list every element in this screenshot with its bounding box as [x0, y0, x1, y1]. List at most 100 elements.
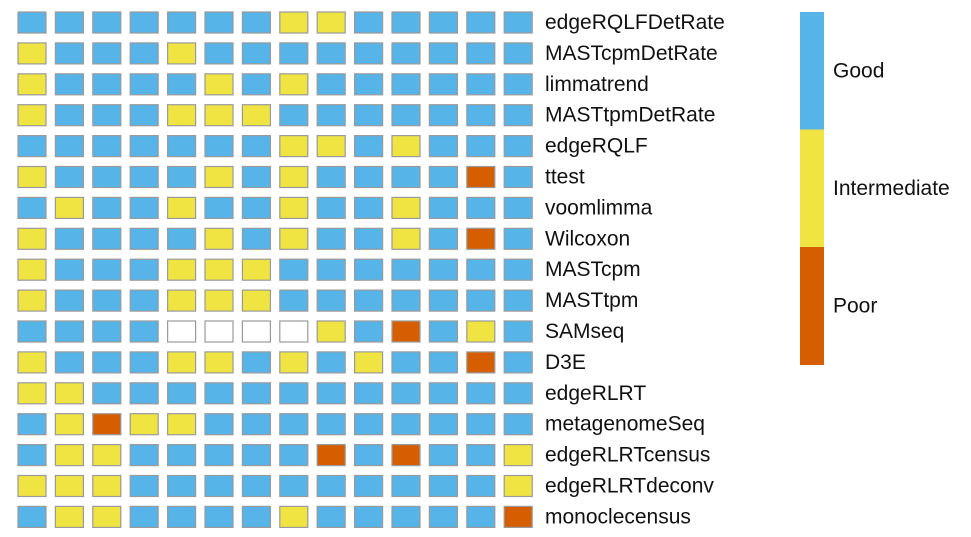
- heatmap-cell: [316, 320, 346, 343]
- heatmap-cell: [129, 413, 159, 436]
- heatmap-cell: [316, 505, 346, 528]
- heatmap-cell: [354, 135, 384, 158]
- heatmap-cell: [279, 320, 309, 343]
- heatmap-cell: [503, 505, 533, 528]
- heatmap-cell: [92, 227, 122, 250]
- heatmap-cell: [167, 351, 197, 374]
- heatmap-cell: [17, 135, 47, 158]
- heatmap-cell: [503, 42, 533, 65]
- heatmap-cell: [92, 165, 122, 189]
- heatmap-cell: [391, 42, 421, 65]
- heatmap-cell: [17, 351, 47, 374]
- heatmap-cell: [54, 413, 85, 436]
- heatmap-cell: [279, 351, 309, 374]
- heatmap-cell: [129, 505, 159, 528]
- heatmap-cell: [354, 320, 384, 343]
- heatmap-cell: [204, 505, 234, 528]
- heatmap-cell: [466, 444, 496, 467]
- row-label: limmatrend: [545, 73, 649, 96]
- heatmap-cell: [129, 351, 159, 374]
- heatmap-cell: [354, 444, 384, 467]
- heatmap-cell: [391, 351, 421, 374]
- heatmap-cell: [204, 351, 234, 374]
- heatmap-cell: [391, 258, 421, 281]
- heatmap-cell: [129, 382, 159, 405]
- heatmap-cell: [129, 165, 159, 189]
- heatmap-cell: [167, 382, 197, 405]
- heatmap-cell: [92, 42, 122, 65]
- heatmap-cell: [428, 258, 458, 281]
- heatmap-cell: [354, 474, 384, 498]
- heatmap-cell: [391, 104, 421, 127]
- heatmap-cell: [129, 258, 159, 281]
- heatmap-cell: [503, 227, 533, 250]
- heatmap-cell: [54, 42, 85, 65]
- heatmap-cell: [54, 227, 85, 250]
- heatmap-cell: [316, 135, 346, 158]
- legend-label-poor: Poor: [833, 294, 877, 317]
- row-label: edgeRLRTdeconv: [545, 475, 714, 498]
- heatmap-cell: [17, 11, 47, 34]
- heatmap-cell: [503, 320, 533, 343]
- heatmap-cell: [503, 165, 533, 189]
- heatmap-cell: [354, 104, 384, 127]
- heatmap-cell: [503, 104, 533, 127]
- heatmap-cell: [316, 11, 346, 34]
- heatmap-cell: [428, 444, 458, 467]
- heatmap-cell: [428, 104, 458, 127]
- heatmap-cell: [428, 227, 458, 250]
- heatmap-cell: [391, 320, 421, 343]
- heatmap-cell: [204, 73, 234, 96]
- heatmap-cell: [54, 320, 85, 343]
- heatmap-cell: [54, 11, 85, 34]
- heatmap-cell: [428, 135, 458, 158]
- heatmap-cell: [466, 196, 496, 219]
- heatmap-cell: [54, 289, 85, 312]
- heatmap-cell: [279, 505, 309, 528]
- heatmap-cell: [241, 382, 271, 405]
- heatmap-cell: [503, 135, 533, 158]
- heatmap-cell: [428, 196, 458, 219]
- row-label: MASTcpmDetRate: [545, 42, 718, 65]
- heatmap-cell: [17, 413, 47, 436]
- heatmap-cell: [241, 11, 271, 34]
- heatmap-cell: [17, 382, 47, 405]
- row-label: monoclecensus: [545, 505, 691, 528]
- heatmap-cell: [391, 227, 421, 250]
- heatmap-cell: [17, 444, 47, 467]
- heatmap-cell: [167, 104, 197, 127]
- heatmap-cell: [279, 382, 309, 405]
- legend: Good Intermediate Poor: [800, 12, 950, 365]
- row-label: MASTtpmDetRate: [545, 104, 715, 127]
- heatmap-cell: [466, 73, 496, 96]
- heatmap-cell: [129, 196, 159, 219]
- heatmap-cell: [92, 413, 122, 436]
- heatmap-cell: [167, 505, 197, 528]
- heatmap-cell: [466, 320, 496, 343]
- heatmap-cell: [54, 104, 85, 127]
- heatmap-cell: [54, 382, 85, 405]
- heatmap-cell: [466, 289, 496, 312]
- heatmap-cell: [466, 258, 496, 281]
- heatmap-cell: [241, 196, 271, 219]
- heatmap-cell: [54, 505, 85, 528]
- heatmap-cell: [279, 104, 309, 127]
- heatmap-cell: [503, 382, 533, 405]
- heatmap-cell: [54, 73, 85, 96]
- heatmap-cell: [466, 42, 496, 65]
- heatmap-cell: [129, 135, 159, 158]
- heatmap-cell: [354, 196, 384, 219]
- heatmap-cell: [241, 42, 271, 65]
- heatmap-cell: [279, 289, 309, 312]
- heatmap-cell: [354, 413, 384, 436]
- heatmap-cell: [279, 258, 309, 281]
- heatmap-cell: [316, 42, 346, 65]
- row-label: D3E: [545, 351, 586, 374]
- heatmap-cell: [279, 165, 309, 189]
- heatmap-cell: [92, 196, 122, 219]
- heatmap-cell: [316, 165, 346, 189]
- heatmap-cell: [241, 289, 271, 312]
- heatmap-cell: [466, 227, 496, 250]
- row-label: SAMseq: [545, 320, 624, 343]
- heatmap-cell: [129, 42, 159, 65]
